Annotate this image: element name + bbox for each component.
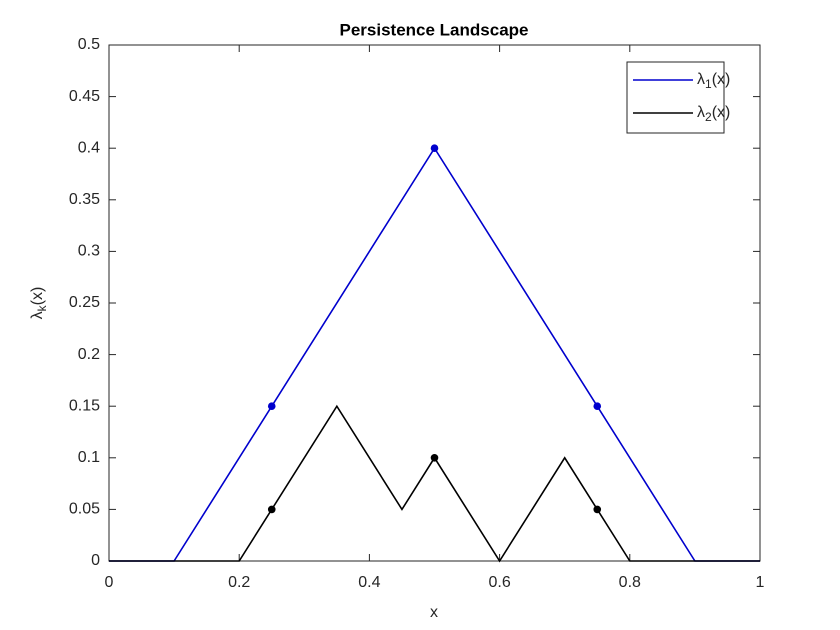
x-tick-label: 1 (756, 574, 765, 591)
x-tick-label: 0.8 (619, 574, 641, 591)
legend-label: λ2(x) (697, 104, 730, 124)
point-marker (430, 144, 439, 152)
point-marker (430, 454, 439, 462)
x-tick-label: 0.2 (228, 574, 250, 591)
y-tick-label: 0.05 (69, 501, 100, 518)
y-tick-label: 0.5 (78, 36, 100, 53)
y-tick-label: 0.15 (69, 397, 100, 414)
point-marker (267, 505, 276, 514)
point-marker (593, 402, 602, 411)
y-tick-label: 0.35 (69, 191, 100, 208)
y-tick-label: 0.3 (78, 243, 100, 260)
legend-label: λ1(x) (697, 71, 730, 91)
y-tick-label: 0.4 (78, 139, 100, 156)
y-tick-label: 0.1 (78, 449, 100, 466)
legend-box (626, 61, 725, 134)
x-tick-label: 0 (105, 574, 114, 591)
chart-title: Persistence Landscape (340, 20, 529, 39)
y-axis-label: λk(x) (29, 287, 49, 320)
y-tick-label: 0.25 (69, 294, 100, 311)
y-tick-label: 0.45 (69, 88, 100, 105)
y-tick-label: 0.2 (78, 346, 100, 363)
x-axis-label: x (430, 604, 438, 621)
x-tick-label: 0.6 (488, 574, 510, 591)
x-tick-label: 0.4 (358, 574, 380, 591)
y-tick-label: 0 (91, 552, 100, 569)
point-marker (593, 505, 602, 514)
point-marker (267, 402, 276, 411)
